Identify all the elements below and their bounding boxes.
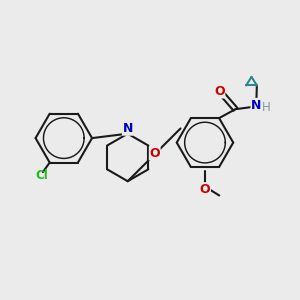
Text: O: O xyxy=(200,183,210,196)
Text: O: O xyxy=(149,147,160,160)
Text: H: H xyxy=(261,101,270,114)
Text: Cl: Cl xyxy=(35,169,48,182)
Text: N: N xyxy=(251,98,261,112)
Text: O: O xyxy=(214,85,225,98)
Text: N: N xyxy=(122,122,133,135)
